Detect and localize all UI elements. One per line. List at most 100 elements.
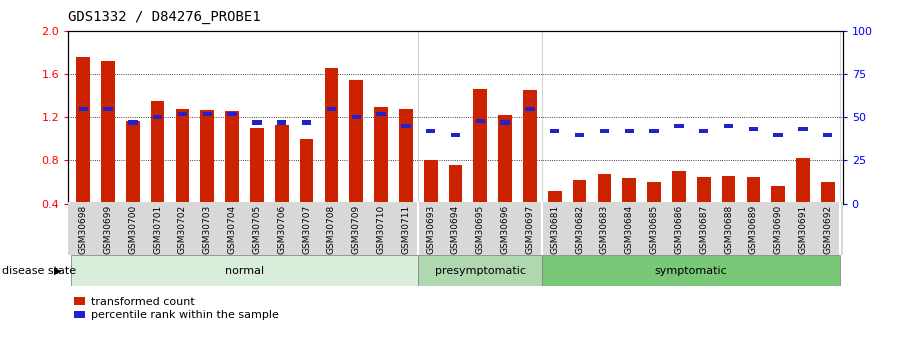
Text: GSM30709: GSM30709 bbox=[352, 205, 361, 254]
Text: GSM30704: GSM30704 bbox=[228, 205, 237, 254]
Text: GSM30707: GSM30707 bbox=[302, 205, 311, 254]
Text: symptomatic: symptomatic bbox=[655, 266, 728, 276]
Bar bbox=[103, 107, 113, 111]
Text: GSM30698: GSM30698 bbox=[78, 205, 87, 254]
Bar bbox=[101, 61, 115, 204]
Bar bbox=[724, 124, 733, 128]
Text: ▶: ▶ bbox=[55, 266, 62, 276]
Bar bbox=[625, 129, 634, 133]
Bar bbox=[823, 132, 833, 137]
Bar bbox=[153, 115, 162, 119]
Text: GDS1332 / D84276_PROBE1: GDS1332 / D84276_PROBE1 bbox=[68, 10, 261, 24]
Bar bbox=[542, 255, 840, 286]
Bar bbox=[228, 112, 237, 116]
Bar bbox=[798, 127, 808, 131]
Text: GSM30701: GSM30701 bbox=[153, 205, 162, 254]
Bar bbox=[200, 110, 214, 204]
Bar bbox=[772, 186, 785, 204]
Text: GSM30711: GSM30711 bbox=[402, 205, 410, 254]
Text: GSM30686: GSM30686 bbox=[674, 205, 683, 254]
Bar bbox=[178, 112, 187, 116]
Text: GSM30708: GSM30708 bbox=[327, 205, 336, 254]
Bar bbox=[399, 109, 413, 204]
Text: GSM30696: GSM30696 bbox=[501, 205, 509, 254]
Text: presymptomatic: presymptomatic bbox=[435, 266, 526, 276]
Bar bbox=[251, 128, 264, 204]
Bar bbox=[500, 120, 510, 125]
Bar bbox=[575, 132, 584, 137]
Bar bbox=[476, 119, 485, 123]
Text: disease state: disease state bbox=[2, 266, 76, 276]
Text: GSM30695: GSM30695 bbox=[476, 205, 485, 254]
Text: GSM30690: GSM30690 bbox=[773, 205, 783, 254]
Bar bbox=[650, 129, 659, 133]
Bar bbox=[526, 107, 535, 111]
Bar bbox=[151, 101, 165, 204]
Bar bbox=[252, 120, 261, 125]
Bar bbox=[424, 160, 437, 204]
Bar bbox=[277, 120, 286, 125]
Bar bbox=[548, 190, 561, 204]
Text: GSM30702: GSM30702 bbox=[178, 205, 187, 254]
Text: GSM30685: GSM30685 bbox=[650, 205, 659, 254]
Bar bbox=[327, 107, 336, 111]
Bar bbox=[451, 132, 460, 137]
Text: GSM30682: GSM30682 bbox=[575, 205, 584, 254]
Bar bbox=[374, 107, 388, 204]
Text: GSM30706: GSM30706 bbox=[277, 205, 286, 254]
Bar bbox=[722, 176, 735, 204]
Bar bbox=[352, 115, 361, 119]
Bar bbox=[376, 112, 385, 116]
Bar bbox=[77, 57, 90, 204]
Bar bbox=[202, 112, 212, 116]
Text: GSM30683: GSM30683 bbox=[600, 205, 609, 254]
Text: GSM30684: GSM30684 bbox=[625, 205, 634, 254]
Bar bbox=[550, 129, 559, 133]
Text: GSM30710: GSM30710 bbox=[376, 205, 385, 254]
Bar bbox=[773, 132, 783, 137]
Bar bbox=[697, 177, 711, 204]
Text: GSM30681: GSM30681 bbox=[550, 205, 559, 254]
Bar bbox=[128, 120, 138, 125]
Bar bbox=[672, 171, 686, 204]
Bar bbox=[821, 182, 834, 204]
Bar bbox=[78, 107, 88, 111]
Text: GSM30687: GSM30687 bbox=[699, 205, 708, 254]
Text: GSM30689: GSM30689 bbox=[749, 205, 758, 254]
Bar bbox=[225, 111, 239, 204]
Bar bbox=[498, 115, 512, 204]
Bar bbox=[401, 124, 411, 128]
Bar bbox=[647, 182, 660, 204]
Bar bbox=[426, 129, 435, 133]
Text: GSM30693: GSM30693 bbox=[426, 205, 435, 254]
Text: GSM30705: GSM30705 bbox=[252, 205, 261, 254]
Text: GSM30700: GSM30700 bbox=[128, 205, 138, 254]
Bar bbox=[598, 175, 611, 204]
Bar bbox=[324, 68, 338, 204]
Bar bbox=[622, 178, 636, 204]
Bar bbox=[350, 80, 363, 204]
Text: GSM30691: GSM30691 bbox=[798, 205, 807, 254]
Text: normal: normal bbox=[225, 266, 264, 276]
Text: GSM30694: GSM30694 bbox=[451, 205, 460, 254]
Bar bbox=[300, 139, 313, 204]
Bar bbox=[275, 125, 289, 204]
Bar bbox=[176, 109, 189, 204]
Legend: transformed count, percentile rank within the sample: transformed count, percentile rank withi… bbox=[74, 297, 279, 321]
Bar bbox=[449, 165, 462, 204]
Bar bbox=[746, 177, 760, 204]
Bar bbox=[474, 89, 487, 204]
Text: GSM30697: GSM30697 bbox=[526, 205, 535, 254]
Bar bbox=[126, 120, 139, 204]
Bar bbox=[523, 90, 537, 204]
Bar bbox=[599, 129, 609, 133]
Bar bbox=[674, 124, 683, 128]
Bar bbox=[796, 158, 810, 204]
Text: GSM30699: GSM30699 bbox=[104, 205, 113, 254]
Bar bbox=[699, 129, 709, 133]
Text: GSM30688: GSM30688 bbox=[724, 205, 733, 254]
Bar bbox=[573, 180, 587, 204]
Bar bbox=[302, 120, 312, 125]
Bar bbox=[418, 255, 542, 286]
Text: GSM30692: GSM30692 bbox=[824, 205, 833, 254]
